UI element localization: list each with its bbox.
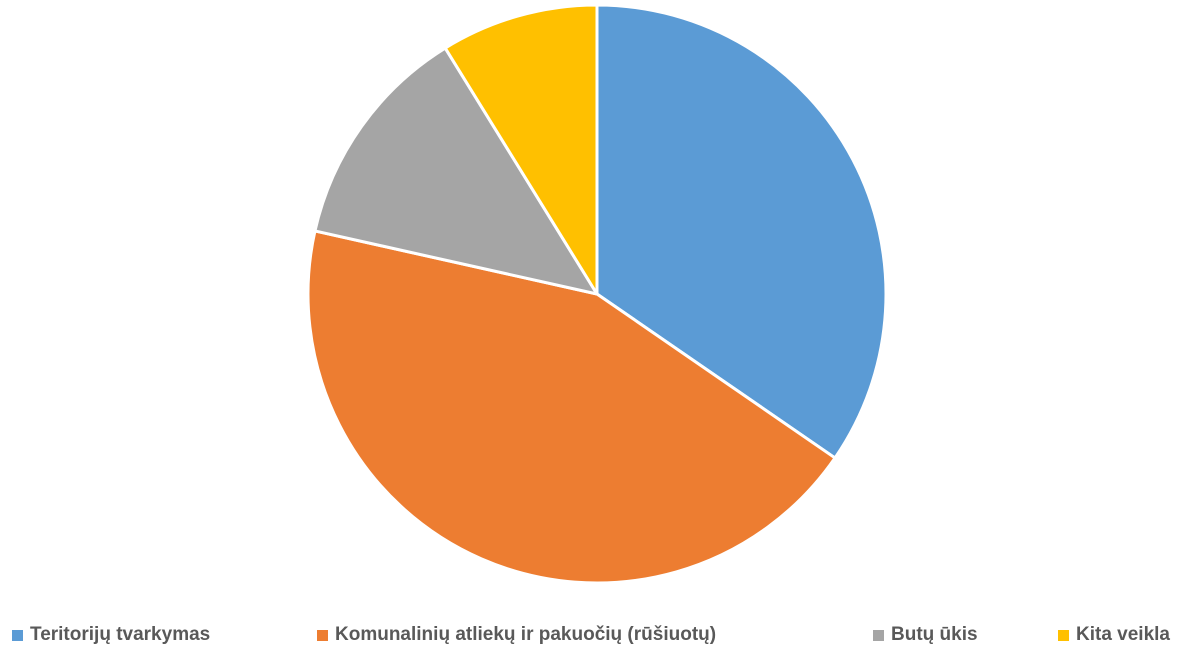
legend-item-kita-veikla: Kita veikla <box>1058 622 1170 648</box>
legend-label-komunaliniu-atlieku: Komunalinių atliekų ir pakuočių (rūšiuot… <box>335 624 717 645</box>
legend-swatch-kita-veikla <box>1058 629 1069 641</box>
legend-label-butu-ukis: Butų ūkis <box>891 624 978 645</box>
pie-slice-teritoriju-tvarkymas <box>595 3 888 460</box>
legend-item-komunaliniu-atlieku: Komunalinių atliekų ir pakuočių (rūšiuot… <box>317 622 716 648</box>
legend-swatch-komunaliniu-atlieku <box>317 629 328 641</box>
pie-chart <box>306 3 888 585</box>
legend-label-kita-veikla: Kita veikla <box>1076 624 1170 645</box>
legend-swatch-butu-ukis <box>873 629 884 641</box>
legend-item-butu-ukis: Butų ūkis <box>873 622 978 648</box>
legend-label-teritoriju-tvarkymas: Teritorijų tvarkymas <box>30 624 211 645</box>
pie-slice-kita-veikla <box>443 3 599 296</box>
legend-item-teritoriju-tvarkymas: Teritorijų tvarkymas <box>12 622 210 648</box>
chart-legend: Teritorijų tvarkymas Komunalinių atliekų… <box>0 622 1197 648</box>
pie-chart-svg <box>306 3 888 585</box>
legend-swatch-teritoriju-tvarkymas <box>12 629 23 641</box>
pie-slice-butu-ukis <box>313 46 599 296</box>
pie-slice-komunaliniu-atlieku-ir-pakuociu-rusiuotu <box>306 229 837 585</box>
